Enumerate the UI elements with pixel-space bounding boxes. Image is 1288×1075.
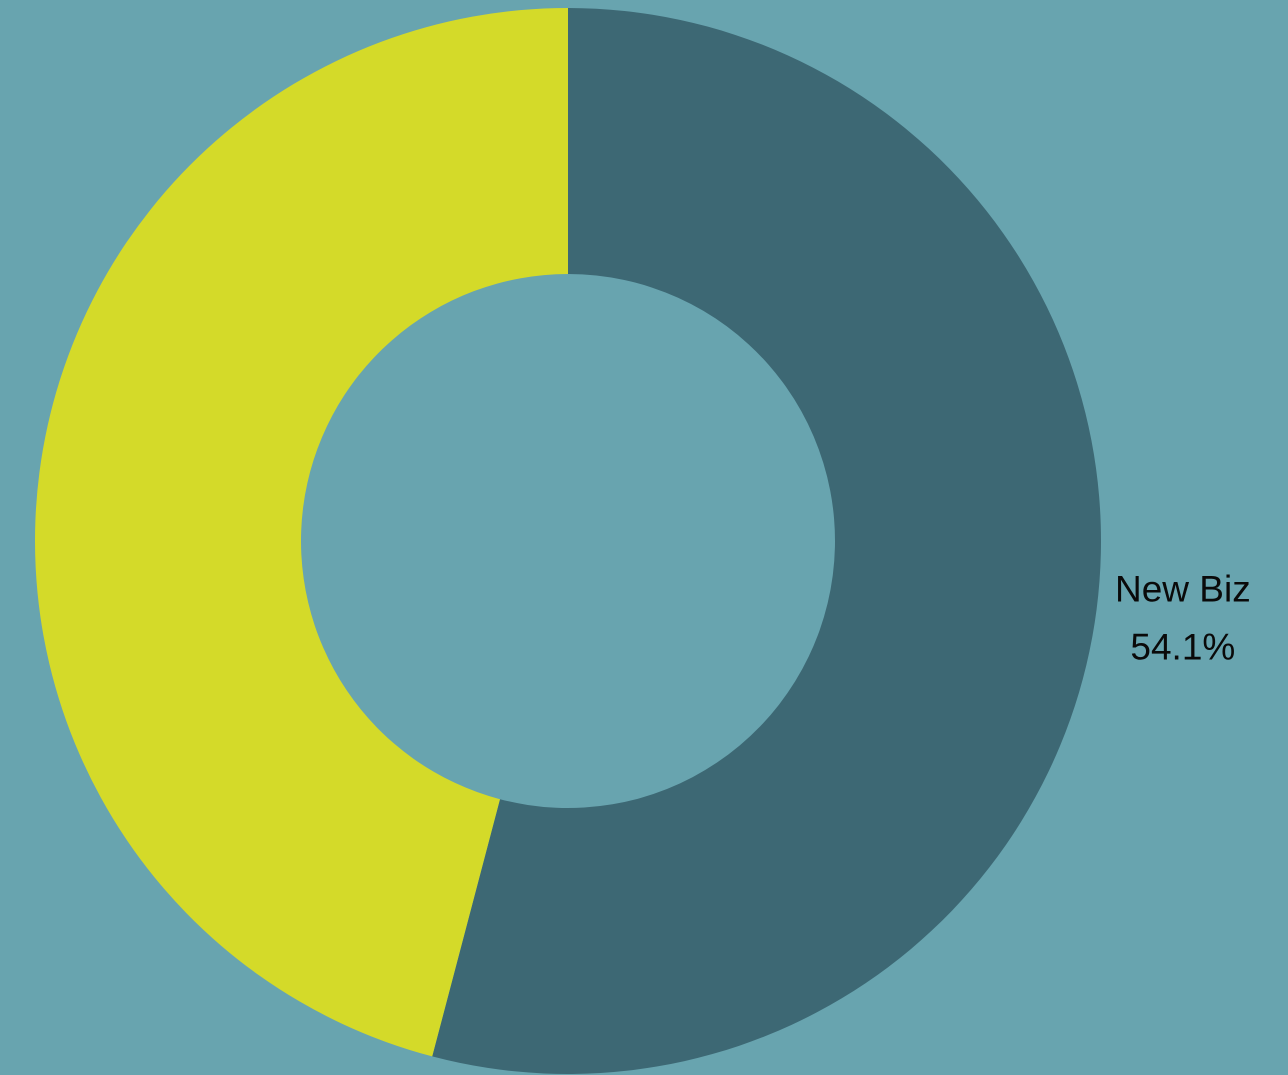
slice-label: New Biz xyxy=(1115,568,1251,609)
donut-slice xyxy=(432,8,1102,1074)
donut-slice xyxy=(35,8,568,1057)
slice-value-label: 54.1% xyxy=(1130,626,1235,667)
